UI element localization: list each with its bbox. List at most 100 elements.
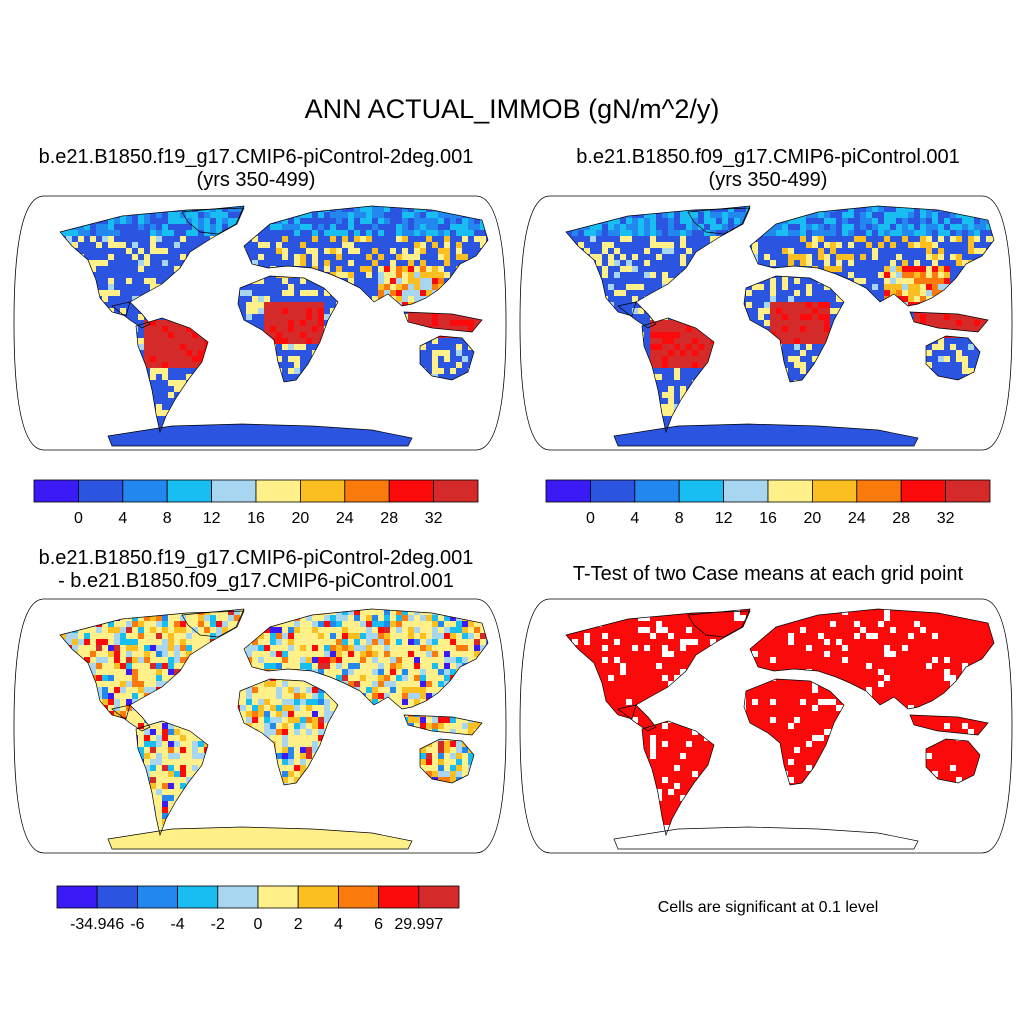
map-frame bbox=[13, 195, 507, 451]
panel-1-title: b.e21.B1850.f19_g17.CMIP6-piControl-2deg… bbox=[0, 146, 512, 192]
coastline-africa bbox=[237, 678, 339, 786]
colorbar-box bbox=[96, 885, 138, 909]
coastline-antarctica bbox=[613, 826, 919, 850]
coastline-antarctica bbox=[613, 423, 919, 447]
colorbar-box bbox=[217, 885, 259, 909]
panel-3-title: b.e21.B1850.f19_g17.CMIP6-piControl-2deg… bbox=[0, 547, 512, 593]
colorbar-tick-label: 12 bbox=[715, 510, 733, 527]
colorbar-tick-label: 8 bbox=[163, 510, 172, 527]
colorbar-tick-label: 8 bbox=[675, 510, 684, 527]
colorbar-tick-label: -34.946 bbox=[70, 916, 124, 933]
colorbar-box bbox=[388, 479, 435, 503]
colorbar-box bbox=[590, 479, 636, 503]
panel-1-colorbar: 0 4 8 12 16 20 24 28 32 bbox=[33, 479, 479, 527]
colorbar-tick-label: 4 bbox=[118, 510, 127, 527]
panel-2-title-line1: b.e21.B1850.f09_g17.CMIP6-piControl.001 bbox=[576, 146, 960, 168]
panel-1-title-line1: b.e21.B1850.f19_g17.CMIP6-piControl-2deg… bbox=[38, 146, 474, 168]
colorbar-box bbox=[122, 479, 168, 503]
coastline-south-america bbox=[641, 317, 715, 434]
colorbar-tick-label: 4 bbox=[334, 916, 343, 933]
significance-note: Cells are significant at 0.1 level bbox=[657, 899, 879, 916]
coastline-central-america bbox=[617, 704, 657, 732]
colorbar-tick-label: 16 bbox=[247, 510, 265, 527]
colorbar-tick-label: 28 bbox=[380, 510, 398, 527]
panel-2-title-line2: (yrs 350-499) bbox=[708, 169, 828, 191]
colorbar-box bbox=[255, 479, 301, 503]
panel-1-map bbox=[13, 195, 507, 451]
coastline-north-america bbox=[565, 610, 751, 720]
coastline-central-america bbox=[617, 301, 657, 329]
colorbar-tick-label: 32 bbox=[937, 510, 955, 527]
panel-4-map bbox=[519, 598, 1013, 854]
colorbar-tick-label: 16 bbox=[759, 510, 777, 527]
coastline-greenland bbox=[687, 205, 751, 235]
colorbar-box bbox=[811, 479, 858, 503]
coastline-maritime bbox=[403, 311, 483, 333]
coastline-eurasia bbox=[243, 205, 489, 307]
coastline-north-america bbox=[59, 610, 245, 720]
colorbar-box bbox=[166, 479, 212, 503]
coastline-australia bbox=[925, 738, 981, 784]
colorbar-tick-label: 32 bbox=[425, 510, 443, 527]
coastline-south-america bbox=[641, 720, 715, 837]
coastline-maritime bbox=[909, 311, 989, 333]
coastline-central-america bbox=[111, 301, 151, 329]
colorbar-tick-label: 28 bbox=[892, 510, 910, 527]
colorbar-tick-label: -6 bbox=[130, 916, 144, 933]
colorbar-tick-label: 12 bbox=[203, 510, 221, 527]
colorbar-tick-label: -4 bbox=[170, 916, 184, 933]
colorbar-tick-label: 24 bbox=[336, 510, 354, 527]
coastline-maritime bbox=[909, 714, 989, 736]
colorbar-tick-label: 0 bbox=[74, 510, 83, 527]
coastlines bbox=[565, 608, 995, 850]
colorbar-tick-label: 0 bbox=[254, 916, 263, 933]
colorbar-box bbox=[299, 479, 346, 503]
coastline-central-america bbox=[111, 704, 151, 732]
colorbar-tick-label: 29.997 bbox=[394, 916, 443, 933]
colorbar-box bbox=[297, 885, 339, 909]
panel-4-title-line1: T-Test of two Case means at each grid po… bbox=[572, 563, 964, 585]
colorbar-tick-label: 0 bbox=[586, 510, 595, 527]
colorbar-box bbox=[337, 885, 379, 909]
panel-3-title-line2: - b.e21.B1850.f09_g17.CMIP6-piControl.00… bbox=[58, 570, 454, 592]
map-frame bbox=[519, 195, 1013, 451]
colorbar-box bbox=[723, 479, 769, 503]
colorbar-box bbox=[433, 479, 479, 503]
panel-4-title: T-Test of two Case means at each grid po… bbox=[512, 563, 1024, 586]
colorbar-tick-label: 20 bbox=[804, 510, 822, 527]
colorbar-tick-label: 6 bbox=[374, 916, 383, 933]
colorbar-box bbox=[418, 885, 460, 909]
colorbar-box bbox=[344, 479, 390, 503]
panel-2-colorbar: 0 4 8 12 16 20 24 28 32 bbox=[545, 479, 991, 527]
coastlines bbox=[59, 205, 489, 447]
colorbar-box bbox=[211, 479, 257, 503]
coastlines bbox=[565, 205, 995, 447]
colorbar-box bbox=[56, 885, 98, 909]
colorbar-box bbox=[33, 479, 79, 503]
coastline-north-america bbox=[565, 207, 751, 317]
coastline-africa bbox=[237, 275, 339, 383]
coastline-africa bbox=[743, 275, 845, 383]
panel-1-title-line2: (yrs 350-499) bbox=[196, 169, 316, 191]
coastline-south-america bbox=[135, 720, 209, 837]
panel-3-title-line1: b.e21.B1850.f19_g17.CMIP6-piControl-2deg… bbox=[38, 547, 474, 569]
panel-3-map bbox=[13, 598, 507, 854]
panel-3-colorbar: -34.946 -6 -4 -2 0 2 4 6 29.997 bbox=[56, 885, 460, 933]
colorbar-box bbox=[856, 479, 902, 503]
colorbar-tick-label: 20 bbox=[292, 510, 310, 527]
colorbar-tick-label: 24 bbox=[848, 510, 866, 527]
colorbar-tick-label: 4 bbox=[630, 510, 639, 527]
coastlines bbox=[59, 608, 489, 850]
coastline-africa bbox=[743, 678, 845, 786]
colorbar-box bbox=[767, 479, 813, 503]
colorbar-box bbox=[257, 885, 299, 909]
coastline-maritime bbox=[403, 714, 483, 736]
coastline-australia bbox=[419, 335, 475, 381]
map-frame bbox=[13, 598, 507, 854]
panel-2-map bbox=[519, 195, 1013, 451]
figure-title: ANN ACTUAL_IMMOB (gN/m^2/y) bbox=[304, 94, 720, 124]
colorbar-box bbox=[177, 885, 219, 909]
coastline-antarctica bbox=[107, 826, 413, 850]
coastline-north-america bbox=[59, 207, 245, 317]
coastline-greenland bbox=[181, 608, 245, 638]
